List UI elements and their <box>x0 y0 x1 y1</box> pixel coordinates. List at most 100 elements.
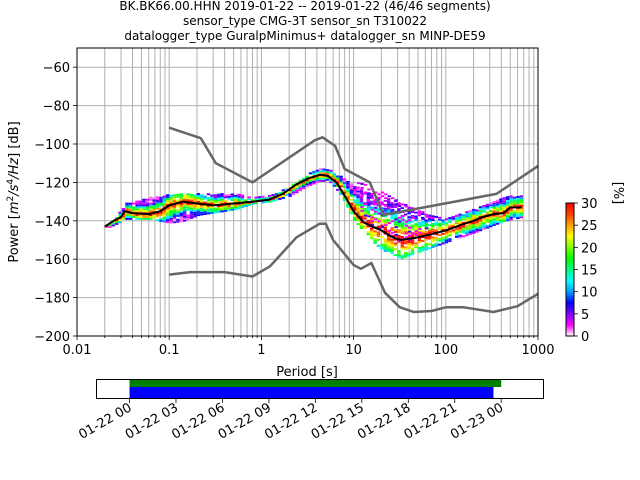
density-cell <box>441 242 445 245</box>
y-tick-label: −100 <box>34 138 70 153</box>
density-cell <box>410 211 415 213</box>
density-cell <box>349 194 353 197</box>
density-cell <box>391 208 395 211</box>
density-cell <box>206 199 211 201</box>
density-cell <box>128 206 132 209</box>
density-cell <box>111 224 115 227</box>
density-cell <box>356 202 360 204</box>
density-cell <box>359 215 364 218</box>
density-cell <box>159 218 163 220</box>
density-cell <box>200 211 204 214</box>
density-cell <box>431 224 435 227</box>
density-cell <box>149 198 153 201</box>
density-cell <box>502 200 506 203</box>
density-cell <box>353 205 357 208</box>
density-cell <box>410 253 415 256</box>
density-cell <box>206 197 211 200</box>
density-cell <box>302 181 306 184</box>
density-cell <box>404 204 408 206</box>
density-cell <box>210 200 214 203</box>
density-cell <box>128 214 132 216</box>
density-cell <box>387 236 391 239</box>
density-cell <box>356 207 360 210</box>
density-cell <box>499 200 503 203</box>
density-cell <box>360 194 364 197</box>
density-cell <box>397 208 401 210</box>
density-cell <box>138 200 143 203</box>
y-tick-label: −160 <box>34 253 70 268</box>
density-cell <box>366 202 370 205</box>
density-cell <box>417 239 421 242</box>
density-cell <box>176 218 180 221</box>
x-tick-label: 0.01 <box>63 343 92 358</box>
density-cell <box>155 205 160 208</box>
density-cell <box>227 201 231 204</box>
density-cell <box>169 198 173 201</box>
density-cell <box>407 206 411 209</box>
density-cell <box>278 198 282 200</box>
density-cell <box>356 209 360 212</box>
density-cell <box>196 212 200 215</box>
density-cell <box>397 219 401 222</box>
density-cell <box>410 251 415 254</box>
density-cell <box>308 172 313 175</box>
density-cell <box>298 187 302 190</box>
density-cell <box>448 230 452 233</box>
density-cell <box>404 252 408 254</box>
density-cell <box>424 238 428 241</box>
x-tick-label: 1 <box>257 343 265 358</box>
density-cell <box>414 225 418 227</box>
density-cell <box>400 224 404 227</box>
density-cell <box>363 227 367 230</box>
density-cell <box>489 211 493 214</box>
density-cell <box>400 230 404 233</box>
density-cell <box>363 210 367 212</box>
density-cell <box>264 197 268 200</box>
density-cell <box>407 221 411 224</box>
density-cell <box>390 217 394 220</box>
density-cell <box>363 217 367 220</box>
density-cell <box>393 221 398 224</box>
density-cell <box>261 195 265 198</box>
density-cell <box>281 197 285 199</box>
density-cell <box>200 213 204 216</box>
density-cell <box>149 202 153 205</box>
density-cell <box>366 198 370 201</box>
density-cell <box>390 227 394 229</box>
density-cell <box>387 248 391 250</box>
density-cell <box>499 219 503 222</box>
density-cell <box>203 211 207 214</box>
density-cell <box>346 203 350 206</box>
density-cell <box>458 228 462 231</box>
density-cell <box>186 204 190 207</box>
density-cell <box>349 189 353 192</box>
density-cell <box>444 235 449 238</box>
density-cell <box>346 182 350 185</box>
density-cell <box>383 221 387 223</box>
density-cell <box>186 203 190 205</box>
density-cell <box>206 212 211 215</box>
density-cell <box>353 207 357 209</box>
density-cell <box>387 246 391 249</box>
density-cell <box>411 217 415 219</box>
density-cell <box>383 228 387 231</box>
density-cell <box>302 187 306 190</box>
density-cell <box>499 215 503 218</box>
density-cell <box>431 223 435 225</box>
density-cell <box>404 205 408 208</box>
density-cell <box>489 221 493 224</box>
density-cell <box>451 225 455 228</box>
density-cell <box>377 197 381 200</box>
density-cell <box>315 181 319 184</box>
density-cell <box>132 208 136 211</box>
density-cell <box>519 202 523 205</box>
density-cell <box>387 219 391 222</box>
density-cell <box>169 210 173 213</box>
density-cell <box>125 217 129 220</box>
density-cell <box>397 216 402 219</box>
density-cell <box>135 210 139 213</box>
density-cell <box>434 216 438 218</box>
density-cell <box>319 176 323 178</box>
density-cell <box>356 217 360 220</box>
